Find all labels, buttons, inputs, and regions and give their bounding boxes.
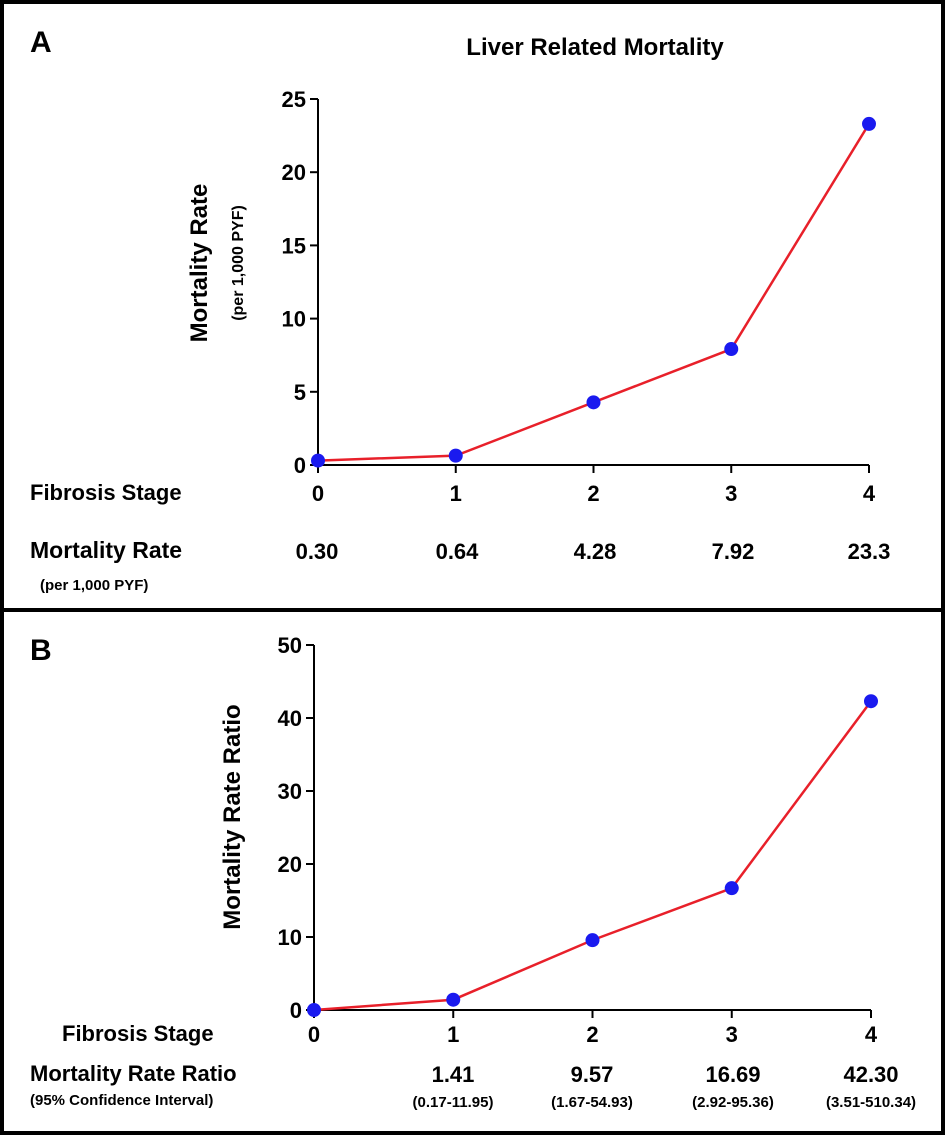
panel-a-data-point bbox=[311, 453, 325, 468]
panel-a-y-label: Mortality Rate bbox=[186, 184, 213, 343]
panel-b-y-tick-label: 0 bbox=[290, 998, 302, 1023]
panel-a-axes: 0 5 10 15 20 25 0 1 2 3 4 bbox=[282, 87, 876, 506]
panel-b-data-point bbox=[307, 1003, 321, 1017]
panel-a-mortality-rate-unit: (per 1,000 PYF) bbox=[40, 577, 148, 594]
panel-a-series-line bbox=[317, 123, 871, 462]
panel-a-rate-value: 0.64 bbox=[436, 539, 480, 564]
panel-a-data-point bbox=[724, 342, 739, 357]
panel-a-marks bbox=[311, 116, 876, 468]
panel-a-y-tick-label: 10 bbox=[282, 307, 306, 332]
panel-b-data-point bbox=[864, 694, 878, 709]
panel-a-y-axis-unit: (per 1,000 PYF) bbox=[230, 205, 247, 321]
panel-b-ratio-value: 9.57 bbox=[571, 1062, 614, 1087]
panel-b-y-label: Mortality Rate Ratio bbox=[219, 704, 246, 929]
panel-b-y-tick-label: 10 bbox=[278, 925, 302, 950]
panel-a-y-axis-label: Mortality Rate bbox=[186, 184, 213, 343]
panel-a-rate-values: 0.30 0.64 4.28 7.92 23.3 bbox=[296, 539, 891, 564]
panel-a-rate-value: 7.92 bbox=[712, 539, 755, 564]
panel-b-y-tick-label: 30 bbox=[278, 779, 302, 804]
panel-b-mortality-rate-ratio-label: Mortality Rate Ratio bbox=[30, 1061, 237, 1086]
panel-b-axes: 0 10 20 30 40 50 0 1 2 3 4 bbox=[278, 633, 878, 1047]
panel-b-ci-values: (0.17-11.95) (1.67-54.93) (2.92-95.36) (… bbox=[413, 1094, 916, 1111]
panel-b-ratio-values: 1.41 9.57 16.69 42.30 bbox=[432, 1062, 899, 1087]
panel-b-ratio-value: 1.41 bbox=[432, 1062, 475, 1087]
panel-a-rate-value: 0.30 bbox=[296, 539, 339, 564]
panel-b-x-tick-label: 4 bbox=[865, 1022, 878, 1047]
panel-b-ci-value: (2.92-95.36) bbox=[692, 1094, 774, 1111]
panel-b-y-tick-label: 50 bbox=[278, 633, 302, 658]
panel-b-data-point bbox=[724, 881, 739, 896]
panel-a-y-tick-label: 15 bbox=[282, 233, 306, 258]
panel-a-y-tick-label: 20 bbox=[282, 160, 306, 185]
panel-b-x-tick-label: 3 bbox=[726, 1022, 738, 1047]
panel-b-x-tick-label: 0 bbox=[308, 1022, 320, 1047]
panel-a-rate-value: 4.28 bbox=[574, 539, 617, 564]
panel-b-ratio-value: 16.69 bbox=[705, 1062, 760, 1087]
panel-a-fibrosis-stage-label: Fibrosis Stage bbox=[30, 480, 182, 505]
panel-a-x-tick-label: 0 bbox=[312, 481, 324, 506]
panel-a-y-tick-label: 25 bbox=[282, 87, 306, 112]
panel-a-y-tick-label: 0 bbox=[294, 453, 306, 478]
panel-a-rate-value: 23.3 bbox=[848, 539, 891, 564]
panel-a-mortality-rate-label: Mortality Rate bbox=[30, 537, 182, 563]
panel-b-x-tick-label: 2 bbox=[586, 1022, 598, 1047]
panel-b-y-tick-label: 20 bbox=[278, 852, 302, 877]
panel-a-y-sublabel: (per 1,000 PYF) bbox=[230, 205, 247, 321]
panel-a-x-tick-label: 4 bbox=[863, 481, 876, 506]
panel-a: A Liver Related Mortality Mortality Rate… bbox=[30, 26, 890, 594]
panel-a-y-tick-label: 5 bbox=[294, 380, 306, 405]
panel-a-data-point bbox=[448, 448, 463, 463]
panel-a-letter: A bbox=[30, 26, 52, 59]
panel-b-letter: B bbox=[30, 634, 52, 667]
panel-b-x-tick-label: 1 bbox=[447, 1022, 459, 1047]
panel-b-ci-value: (0.17-11.95) bbox=[413, 1094, 494, 1111]
panel-b-y-axis-label: Mortality Rate Ratio bbox=[219, 704, 246, 929]
panel-b-fibrosis-stage-label: Fibrosis Stage bbox=[62, 1021, 214, 1046]
panel-b-data-point bbox=[585, 933, 600, 948]
panel-a-x-tick-label: 2 bbox=[587, 481, 599, 506]
panel-b-ci-value: (3.51-510.34) bbox=[826, 1094, 916, 1111]
panel-a-x-tick-label: 1 bbox=[450, 481, 462, 506]
panel-b-y-tick-label: 40 bbox=[278, 706, 302, 731]
panel-a-title: Liver Related Mortality bbox=[466, 34, 724, 61]
panel-a-x-tick-label: 3 bbox=[725, 481, 737, 506]
panel-a-data-point bbox=[586, 395, 601, 410]
panel-b-ratio-value: 42.30 bbox=[843, 1062, 898, 1087]
panel-b-ci-value: (1.67-54.93) bbox=[551, 1094, 633, 1111]
panel-b-data-point bbox=[446, 992, 461, 1007]
panel-b-marks bbox=[307, 694, 878, 1017]
panel-b-series-line bbox=[313, 700, 873, 1012]
panel-b-confidence-interval-label: (95% Confidence Interval) bbox=[30, 1092, 213, 1109]
panel-a-data-point bbox=[862, 116, 876, 131]
